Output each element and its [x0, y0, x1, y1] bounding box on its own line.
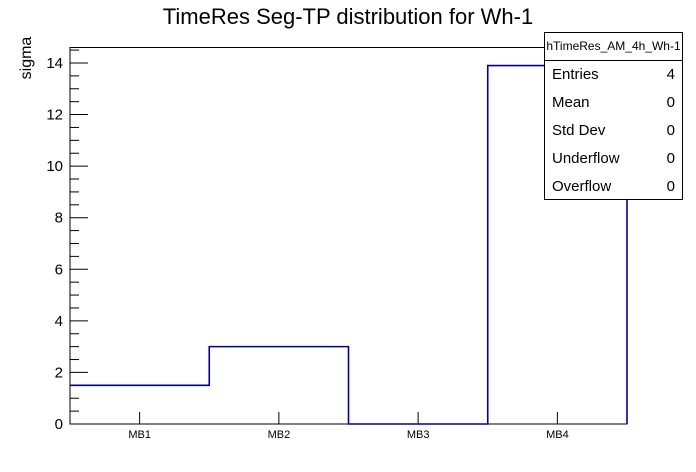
y-axis-label-10: 10	[46, 158, 63, 175]
x-axis-label-MB3: MB3	[407, 429, 430, 441]
y-axis-label-8: 8	[55, 210, 63, 227]
stat-label: Entries	[552, 66, 599, 84]
stat-label: Overflow	[552, 177, 612, 195]
y-axis-label-14: 14	[46, 55, 63, 72]
stats-row-entries: Entries 4	[545, 61, 682, 89]
stats-box: hTimeRes_AM_4h_Wh-1 Entries 4 Mean 0 Std…	[544, 32, 683, 200]
y-axis-label-6: 6	[55, 261, 63, 278]
y-axis-title: sigma	[18, 36, 35, 80]
stats-row-overflow: Overflow 0	[545, 172, 682, 200]
stat-value: 0	[666, 149, 675, 167]
stat-label: Underflow	[552, 149, 620, 167]
x-axis-label-MB4: MB4	[546, 429, 569, 441]
y-axis-label-0: 0	[55, 416, 63, 433]
stat-label: Std Dev	[552, 121, 606, 139]
stat-value: 0	[666, 94, 675, 112]
x-axis-label-MB2: MB2	[268, 429, 291, 441]
stat-label: Mean	[552, 94, 590, 112]
x-axis-label-MB1: MB1	[128, 429, 151, 441]
stat-value: 4	[666, 66, 675, 84]
stat-value: 0	[666, 177, 675, 195]
chart-title: TimeRes Seg-TP distribution for Wh-1	[162, 4, 534, 29]
stats-box-header: hTimeRes_AM_4h_Wh-1	[545, 33, 682, 61]
stat-value: 0	[666, 121, 675, 139]
stats-row-mean: Mean 0	[545, 89, 682, 117]
stats-row-stddev: Std Dev 0	[545, 117, 682, 145]
y-axis-label-4: 4	[55, 313, 63, 330]
stats-row-underflow: Underflow 0	[545, 144, 682, 172]
y-axis-label-12: 12	[46, 107, 63, 124]
y-axis-label-2: 2	[55, 364, 63, 381]
